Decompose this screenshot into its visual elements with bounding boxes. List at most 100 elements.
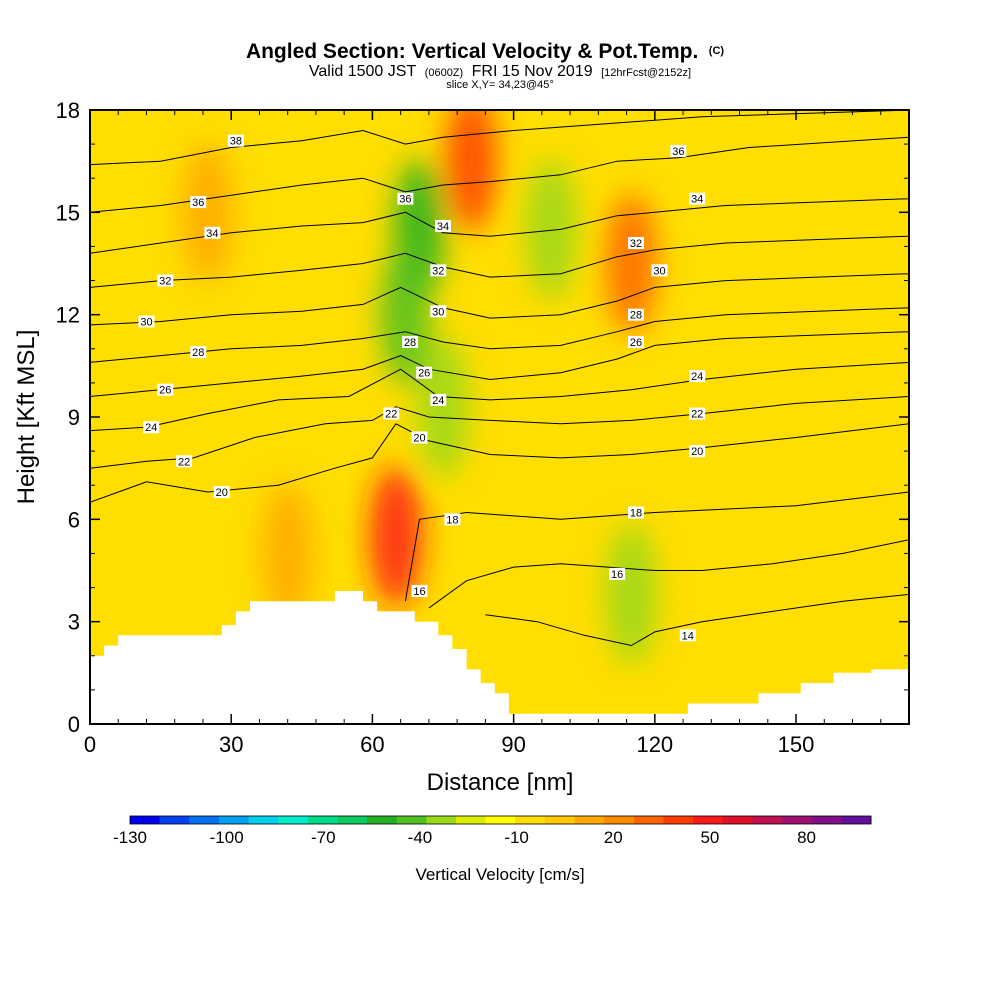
valid-time: Valid 1500 JST: [309, 63, 417, 80]
colorbar-swatch: [841, 816, 872, 824]
colorbar-swatch: [693, 816, 724, 824]
velocity-feature-1: [379, 244, 432, 385]
contour-label-5: 34: [435, 219, 452, 233]
contour-label-text: 18: [446, 514, 458, 526]
colorbar-swatch: [189, 816, 220, 824]
contour-label-24: 22: [689, 407, 706, 421]
contour-label-bg: [402, 335, 419, 348]
contour-label-bg: [157, 383, 174, 396]
contour-label-26: 20: [411, 431, 428, 444]
contour-label-bg: [679, 629, 696, 642]
isentrope-16: [428, 539, 909, 609]
contour-label-text: 18: [630, 508, 642, 520]
contour-label-bg: [651, 264, 668, 277]
contour-label-text: 16: [611, 569, 623, 581]
isentrope-28: [90, 307, 909, 363]
contour-label-text: 30: [432, 306, 444, 318]
contour-label-bg: [628, 506, 644, 519]
contour-label-28: 18: [444, 513, 461, 526]
colorbar-swatch: [248, 816, 279, 824]
colorbar-swatch: [130, 816, 161, 824]
contour-label-3: 36: [670, 144, 687, 158]
colorbar-swatch: [307, 816, 338, 824]
contour-label-bg: [689, 370, 706, 383]
contour-label-text: 34: [206, 228, 218, 240]
velocity-feature-5: [445, 110, 498, 232]
colorbar-swatch: [426, 816, 457, 824]
contour-label-text: 22: [178, 456, 190, 468]
y-tick-label: 9: [68, 405, 80, 430]
contour-label-bg: [430, 393, 447, 406]
colorbar-tick-label: 50: [700, 828, 719, 847]
forecast-info: [12hrFcst@2152z]: [601, 67, 691, 79]
valid-time-utc: (0600Z): [425, 67, 464, 79]
contour-label-bg: [176, 455, 193, 468]
colorbar-swatch: [722, 816, 753, 824]
terrain-mask: [90, 591, 909, 724]
velocity-feature-4: [605, 524, 658, 665]
contour-label-4: 34: [204, 226, 221, 240]
contour-label-bg: [411, 584, 428, 597]
contour-label-bg: [689, 407, 706, 420]
colorbar-swatch: [574, 816, 605, 824]
colorbar-swatch: [663, 816, 694, 824]
contour-label-text: 34: [437, 221, 449, 233]
colorbar-swatch: [752, 816, 783, 824]
contour-label-7: 32: [157, 274, 174, 288]
chart-title-units: (C): [709, 45, 725, 57]
contour-label-31: 16: [609, 567, 626, 581]
colorbar-tick-label: -40: [408, 828, 433, 847]
contour-label-bg: [383, 407, 400, 420]
x-tick-label: 120: [636, 732, 673, 757]
contour-label-18: 26: [628, 335, 644, 349]
colorbar-swatch: [278, 816, 309, 824]
isentrope-14: [485, 593, 909, 647]
colorbar-tick-label: 20: [604, 828, 623, 847]
svg-text:Angled Section: Vertical Veloc: Angled Section: Vertical Velocity & Pot.…: [246, 40, 724, 63]
velocity-feature-7: [369, 466, 422, 607]
valid-date: FRI 15 Nov 2019: [472, 63, 593, 80]
contour-label-22: 22: [176, 455, 193, 468]
contour-label-bg: [628, 237, 644, 250]
contour-label-bg: [157, 274, 174, 287]
contour-label-bg: [670, 144, 687, 157]
contour-label-bg: [444, 513, 461, 526]
colorbar-swatch: [456, 816, 487, 824]
contour-label-text: 20: [691, 446, 703, 458]
svg-text:Valid 1500 JST (0600Z): Valid 1500 JST (0600Z) FRI 15 Nov 2019 […: [309, 63, 691, 80]
colorbar-swatch: [604, 816, 635, 824]
contour-label-text: 26: [418, 368, 430, 380]
contour-label-text: 24: [145, 422, 157, 434]
colorbar-tick-label: -100: [210, 828, 244, 847]
contour-label-23: 22: [383, 407, 400, 421]
x-tick-label: 90: [501, 732, 525, 757]
contour-label-30: 16: [411, 584, 428, 598]
contour-label-text: 34: [691, 194, 703, 206]
colorbar-tick-label: 80: [797, 828, 816, 847]
contour-label-text: 16: [413, 586, 425, 598]
velocity-feature-8: [181, 142, 234, 283]
contour-label-bg: [227, 134, 244, 147]
contour-label-text: 26: [159, 385, 171, 397]
colorbar-swatch: [367, 816, 398, 824]
contour-label-bg: [143, 421, 160, 434]
y-tick-label: 12: [56, 303, 80, 328]
contour-label-text: 38: [230, 136, 242, 148]
colorbar-swatch: [782, 816, 813, 824]
contour-label-text: 22: [691, 409, 703, 421]
contour-label-10: 30: [138, 315, 155, 328]
contour-label-bg: [609, 567, 626, 580]
velocity-feature-9: [261, 483, 314, 624]
contour-label-text: 28: [404, 337, 416, 349]
x-tick-label: 0: [84, 732, 96, 757]
colorbar-swatch: [515, 816, 546, 824]
contour-label-text: 30: [653, 265, 665, 277]
colorbar-swatch: [159, 816, 190, 824]
colorbar-swatch: [811, 816, 842, 824]
y-tick-label: 18: [56, 98, 80, 123]
contour-label-bg: [430, 305, 447, 318]
contour-label-text: 30: [140, 316, 152, 328]
x-axis-label: Distance [nm]: [427, 769, 574, 796]
contour-label-text: 36: [672, 146, 684, 158]
